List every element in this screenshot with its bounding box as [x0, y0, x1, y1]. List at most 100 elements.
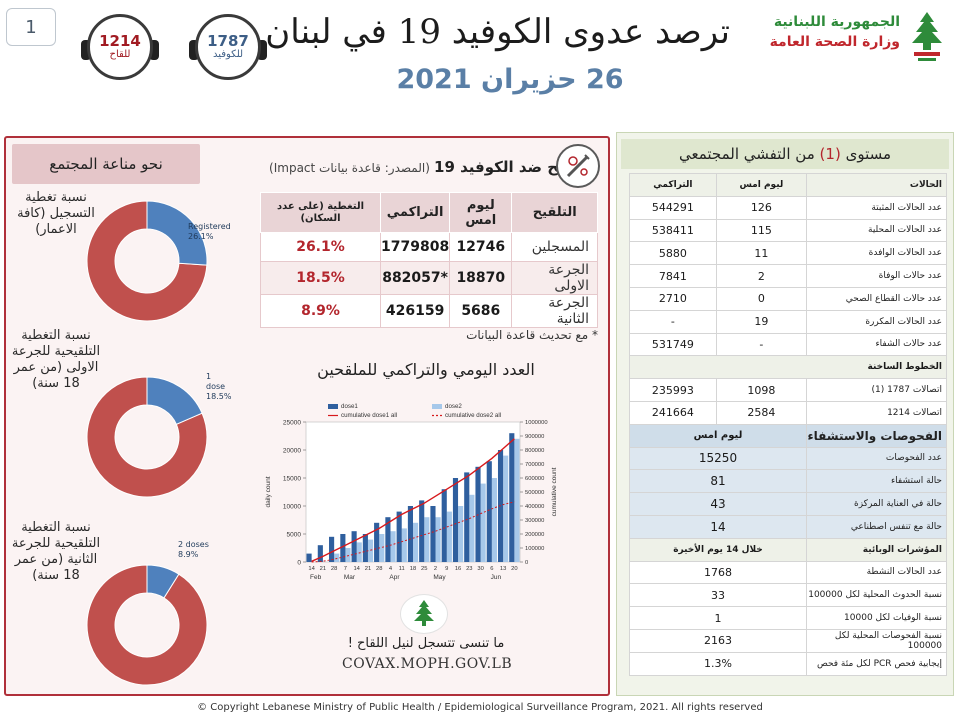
page-title: ترصد عدوى الكوفيد 19 في لبنان — [265, 12, 730, 52]
vaccination-table: التلقيح ليوم امس التراكمي التغطية (على ع… — [260, 192, 598, 328]
dose1-bar — [340, 534, 346, 562]
table-row: عدد الحالات المكررة 19- — [629, 309, 947, 334]
table-row: الجرعة الاولى 18870 *882057 18.5% — [260, 261, 598, 295]
cumulative-value: *882057 — [379, 261, 451, 295]
cumulative-value: 241664 — [629, 400, 717, 425]
row-label: نسبة الحدوث المحلية لكل 100000 — [806, 583, 947, 608]
community-spread-panel: مستوى (1) من التفشي المجتمعي الحالات ليو… — [616, 132, 954, 696]
y-tick-label: 20000 — [283, 448, 301, 455]
table-row: إيجابية فحص PCR لكل مئة فحص 1.3% — [629, 651, 947, 676]
dose2-bar — [491, 478, 497, 562]
x-tick-label: 11 — [399, 566, 405, 572]
row-value: 1.3% — [629, 651, 807, 676]
x-tick-label: 28 — [331, 566, 337, 572]
y-tick-label: 25000 — [283, 420, 301, 427]
tests-header-row: الفحوصات والاستشفاء ليوم امس — [629, 423, 947, 448]
cumulative-value: 544291 — [629, 195, 717, 220]
row-label: نسبة الفحوصات المحلية لكل 100000 — [806, 628, 947, 653]
headset-ear-icon — [189, 40, 199, 60]
daily-value: 18870 — [449, 261, 513, 295]
donut-first-dose: نسبة التغطية التلقيحية للجرعة الاولى (من… — [10, 328, 231, 508]
cumulative-dose1-line — [311, 438, 515, 562]
dose1-bar — [317, 545, 323, 562]
donut-chart — [86, 200, 208, 322]
y2-axis-label: cumulative count — [551, 467, 558, 516]
herd-immunity-header: نحو مناعة المجتمع — [12, 144, 200, 184]
row-label: إيجابية فحص PCR لكل مئة فحص — [806, 651, 947, 676]
table-row: اتصالات 1214 2584 241664 — [629, 400, 947, 425]
cumulative-dose2-line — [311, 501, 515, 563]
y-tick-label: 5000 — [287, 532, 302, 539]
col-header-name: التلقيح — [511, 192, 598, 233]
cases-header-label: الحالات — [806, 173, 947, 197]
y2-tick-label: 300000 — [525, 518, 544, 524]
row-label: عدد الحالات المثبتة — [806, 195, 947, 220]
covax-message: ما تنسى تتسجل لنيل اللقاح ! — [347, 636, 505, 651]
donut-coverage-slice — [146, 376, 203, 425]
coverage-value: 18.5% — [260, 261, 381, 295]
vaccination-daily-chart: 0 5000 10000 15000 20000 25000 0 100000 200000 30… — [265, 403, 558, 581]
legend-dose1-swatch — [328, 404, 338, 409]
vaccination-title: التلقيح ضد الكوفيد 19 (المصدر: قاعدة بيا… — [246, 158, 598, 176]
vaccine-hotline-caption: للقاح — [109, 49, 131, 60]
covax-registration-box: ما تنسى تتسجل لنيل اللقاح ! COVAX.MOPH.G… — [342, 594, 513, 684]
donut-coverage-slice — [146, 564, 180, 599]
slice-label: 2 doses 8.9% — [178, 540, 209, 560]
row-label: عدد الفحوصات — [806, 446, 947, 471]
headset-icon: 1214 للقاح — [87, 14, 153, 80]
indicators-header-label: المؤشرات الوبائية — [806, 537, 947, 562]
dose1-bar — [374, 522, 380, 562]
row-label: الجرعة الاولى — [511, 261, 598, 295]
slice-name: 1 dose — [206, 372, 226, 391]
cumulative-value: 538411 — [629, 218, 717, 243]
level-value: (1) — [819, 145, 841, 163]
dose2-bar — [458, 506, 464, 562]
month-label: Feb — [310, 574, 322, 581]
x-tick-label: 14 — [353, 566, 360, 572]
x-tick-label: 6 — [490, 566, 493, 572]
x-tick-label: 2 — [434, 566, 437, 572]
community-stats-table: الحالات ليوم امس التراكمي عدد الحالات ال… — [629, 173, 947, 676]
month-label: Mar — [344, 574, 356, 581]
covax-link[interactable]: COVAX.MOPH.GOV.LB — [342, 656, 513, 672]
dose2-bar — [503, 455, 509, 562]
col-header-cumulative: التراكمي — [379, 192, 451, 233]
logo-line-republic: الجمهورية اللبنانية — [773, 14, 900, 30]
y-axis-label: daily count — [265, 476, 272, 507]
row-label: نسبة الوفيات لكل 10000 — [806, 606, 947, 630]
dose1-bar — [329, 536, 335, 562]
y2-tick-label: 700000 — [525, 462, 544, 468]
x-tick-label: 7 — [344, 566, 347, 572]
table-row: نسبة الفحوصات المحلية لكل 100000 2163 — [629, 628, 947, 653]
table-row: عدد الفحوصات 15250 — [629, 446, 947, 471]
headset-ear-icon — [149, 40, 159, 60]
row-label: حالة مع تنفس اصطناعي — [806, 514, 947, 539]
dose2-bar — [413, 522, 419, 562]
cumulative-value: 426159 — [379, 294, 451, 328]
headset-ear-icon — [81, 40, 91, 60]
spread-level-title: مستوى (1) من التفشي المجتمعي — [621, 139, 949, 169]
donut-chart — [86, 564, 208, 686]
table-row: عدد الحالات النشطة 1768 — [629, 560, 947, 585]
ministry-logo: الجمهورية اللبنانية وزارة الصحة العامة — [770, 10, 950, 66]
y2-tick-label: 200000 — [525, 532, 544, 538]
y2-tick-label: 0 — [525, 560, 528, 566]
table-row: المسجلين 12746 1779808 26.1% — [260, 232, 598, 262]
dose2-bar — [345, 548, 351, 562]
row-label: عدد حالات الوفاة — [806, 264, 947, 288]
dose1-bar — [362, 534, 368, 562]
row-label: عدد الحالات المكررة — [806, 309, 947, 334]
cedar-icon — [400, 594, 448, 634]
row-value: 1 — [629, 606, 807, 630]
month-label: May — [433, 574, 446, 581]
headset-icon: 1787 للكوفيد — [195, 14, 261, 80]
donut-chart — [86, 376, 208, 498]
x-tick-label: 30 — [477, 566, 483, 572]
cumulative-value: 1779808 — [379, 232, 451, 262]
cumulative-value: 235993 — [629, 378, 717, 402]
x-tick-label: 23 — [466, 566, 472, 572]
legend-dose2-label: dose2 — [445, 403, 462, 410]
dose1-bar — [430, 506, 436, 562]
cumulative-value: 2710 — [629, 286, 717, 311]
vaccine-hotline-badge: 1214 للقاح — [78, 14, 162, 84]
